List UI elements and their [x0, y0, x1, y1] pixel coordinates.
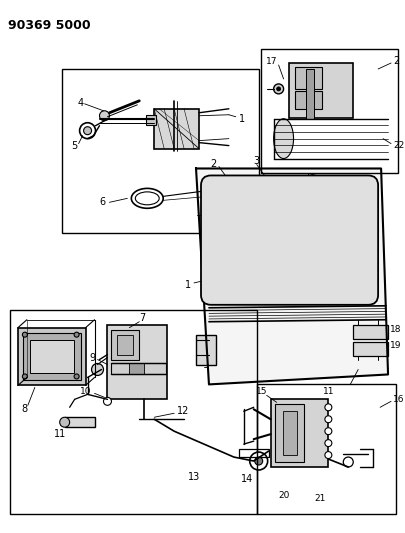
- Text: 18: 18: [389, 325, 401, 334]
- Text: 12: 12: [177, 406, 189, 416]
- Bar: [129, 362, 144, 375]
- Text: 20: 20: [277, 491, 288, 500]
- Bar: [306, 69, 313, 119]
- Circle shape: [99, 111, 109, 121]
- Bar: [111, 362, 166, 375]
- Text: 90369 5000: 90369 5000: [8, 19, 90, 32]
- Circle shape: [22, 332, 27, 337]
- Bar: [274, 405, 304, 462]
- Bar: [288, 63, 352, 118]
- Circle shape: [324, 440, 331, 447]
- Text: 16: 16: [392, 395, 403, 404]
- Text: 11: 11: [53, 429, 66, 439]
- Circle shape: [74, 374, 79, 379]
- Bar: [196, 335, 215, 365]
- Text: 1: 1: [184, 280, 191, 290]
- Text: 1: 1: [238, 114, 244, 124]
- Circle shape: [74, 332, 79, 337]
- Bar: [294, 91, 322, 109]
- Text: 19: 19: [389, 341, 401, 350]
- Circle shape: [276, 87, 280, 91]
- Bar: [117, 335, 133, 354]
- Circle shape: [324, 451, 331, 458]
- Bar: [107, 325, 167, 399]
- Text: 7: 7: [139, 313, 145, 323]
- Bar: [238, 449, 268, 457]
- Text: 21: 21: [314, 494, 325, 503]
- Circle shape: [249, 452, 267, 470]
- Bar: [64, 417, 94, 427]
- Text: 4: 4: [77, 98, 83, 108]
- Text: 9: 9: [89, 352, 95, 362]
- Text: 8: 8: [22, 405, 28, 414]
- Text: 13: 13: [188, 472, 200, 482]
- FancyBboxPatch shape: [200, 175, 377, 305]
- Bar: [23, 333, 81, 381]
- Text: 15: 15: [255, 387, 267, 396]
- Bar: [256, 384, 395, 514]
- Bar: [18, 328, 85, 385]
- Text: 6: 6: [99, 197, 105, 207]
- Bar: [154, 109, 198, 149]
- Bar: [294, 67, 322, 89]
- Circle shape: [103, 397, 111, 405]
- Text: 2: 2: [392, 56, 398, 66]
- Bar: [260, 49, 397, 173]
- Bar: [10, 310, 256, 514]
- Circle shape: [22, 374, 27, 379]
- Circle shape: [79, 123, 95, 139]
- Circle shape: [324, 404, 331, 411]
- Bar: [62, 69, 258, 233]
- Ellipse shape: [273, 119, 293, 158]
- Text: 10: 10: [80, 387, 91, 396]
- Text: 14: 14: [240, 474, 252, 484]
- Circle shape: [324, 416, 331, 423]
- Text: 2: 2: [210, 158, 216, 168]
- Circle shape: [273, 84, 283, 94]
- Bar: [30, 340, 73, 374]
- Circle shape: [343, 457, 352, 467]
- Bar: [352, 325, 387, 338]
- Text: 17: 17: [265, 56, 277, 66]
- Polygon shape: [196, 168, 387, 384]
- Text: 3: 3: [253, 156, 259, 166]
- Circle shape: [254, 457, 262, 465]
- Ellipse shape: [60, 417, 70, 427]
- Bar: [270, 399, 328, 467]
- Bar: [282, 411, 296, 455]
- Circle shape: [83, 127, 91, 135]
- Bar: [111, 330, 139, 360]
- Circle shape: [91, 364, 103, 375]
- Bar: [146, 115, 156, 125]
- Text: 22: 22: [392, 141, 403, 150]
- Text: 5: 5: [71, 141, 78, 151]
- Text: 11: 11: [322, 387, 333, 396]
- Bar: [352, 342, 387, 356]
- Circle shape: [324, 427, 331, 434]
